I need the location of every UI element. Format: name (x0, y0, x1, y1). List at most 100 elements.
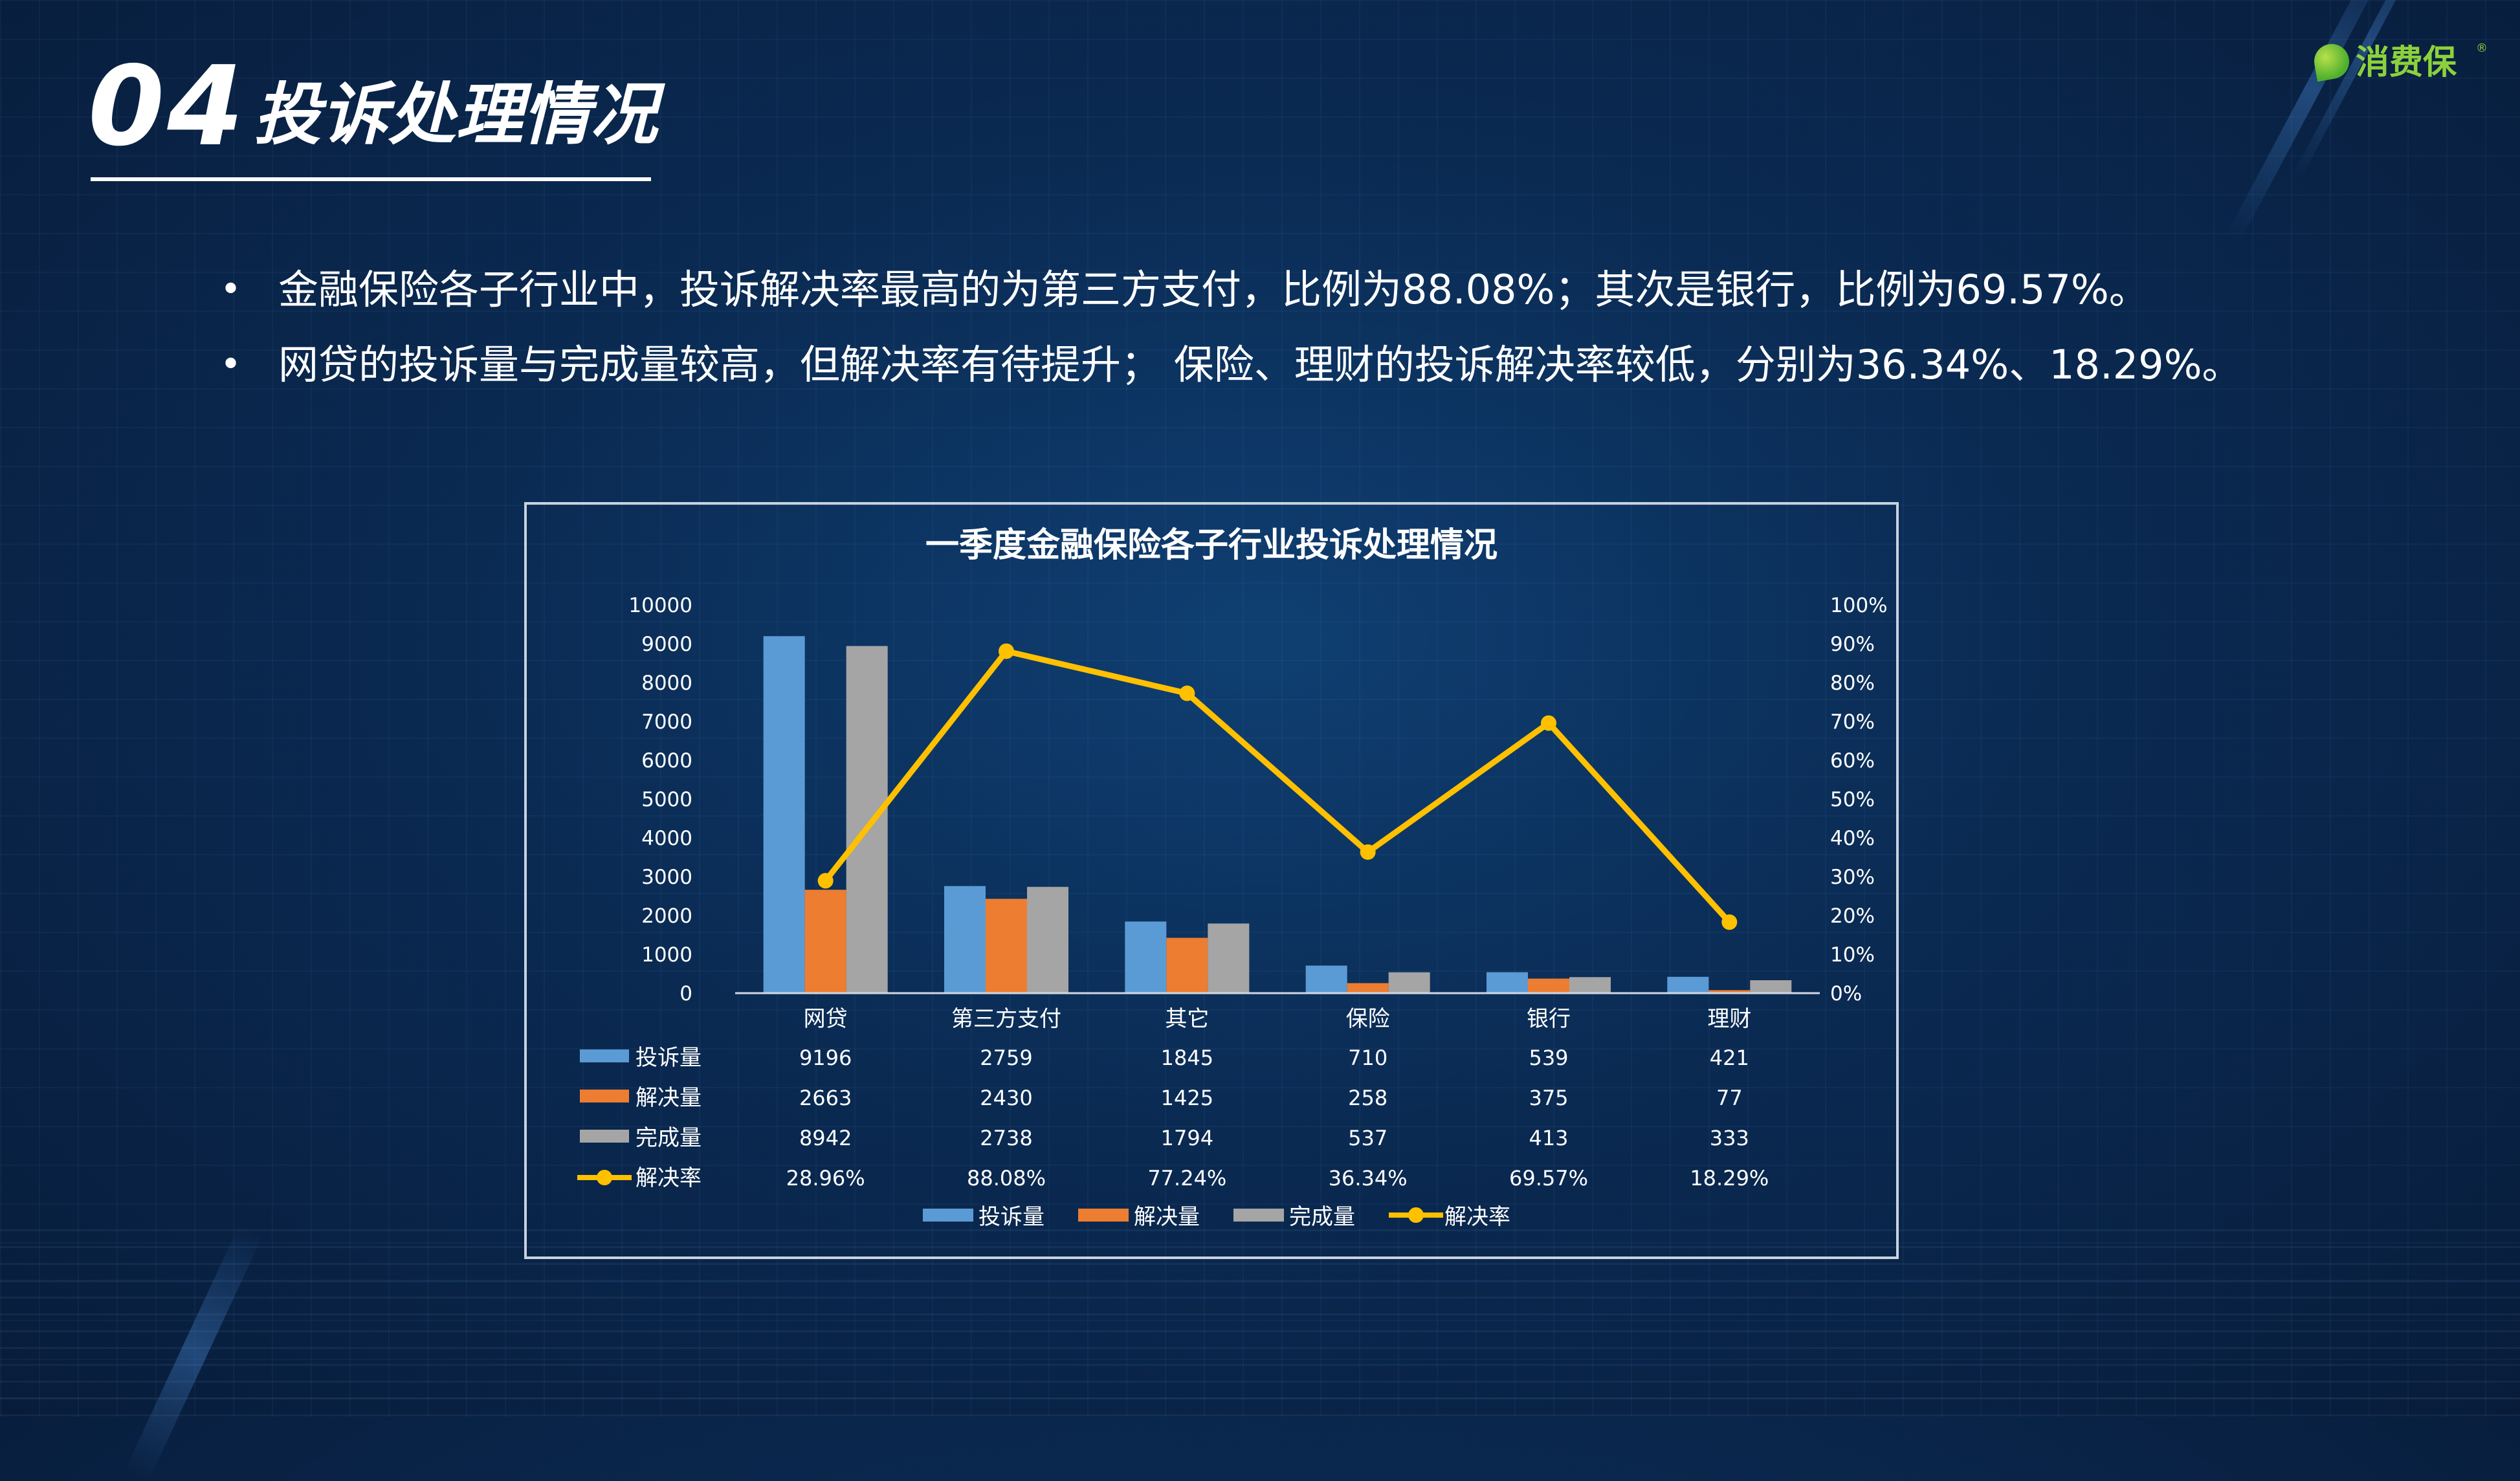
bar-完成量 (846, 646, 888, 993)
bar-投诉量 (1487, 972, 1528, 993)
background-grid (0, 0, 2520, 1417)
bar-完成量 (1208, 923, 1250, 993)
table-cell: 710 (1348, 1046, 1387, 1070)
legend-key (923, 1209, 973, 1222)
x-tick-label: 其它 (1165, 1006, 1209, 1032)
bar-解决量 (1528, 978, 1569, 993)
combo-chart: 一季度金融保险各子行业投诉处理情况 0 1000 2000 3000 4000 5000 60… (577, 526, 1888, 1230)
table-cell: 28.96% (786, 1166, 865, 1190)
table-row-label: 投诉量 (636, 1045, 702, 1071)
y-left-tick-label: 2000 (641, 905, 692, 928)
table-cell: 333 (1710, 1126, 1749, 1150)
legend-key (1233, 1209, 1284, 1222)
x-tick-label: 理财 (1707, 1006, 1751, 1032)
y-left-tick-label: 9000 (641, 633, 692, 656)
bar-完成量 (1388, 972, 1430, 993)
legend-label: 完成量 (1289, 1204, 1355, 1230)
bar-投诉量 (1125, 921, 1167, 993)
y-left-tick-label: 6000 (641, 749, 692, 773)
y-left-tick-label: 4000 (641, 827, 692, 850)
point-解决率 (1360, 844, 1376, 860)
table-legend-key (580, 1090, 629, 1103)
table-cell: 36.34% (1329, 1166, 1408, 1190)
bar-完成量 (1569, 977, 1611, 993)
point-解决率 (817, 873, 834, 889)
bar-解决量 (1708, 990, 1751, 993)
table-legend-key (580, 1130, 629, 1143)
y-right-tick-label: 20% (1830, 905, 1875, 928)
bar-解决量 (986, 899, 1027, 993)
line-解决率 (823, 648, 1732, 925)
chart-frame: 一季度金融保险各子行业投诉处理情况 0 1000 2000 3000 4000 5000 60… (524, 502, 1899, 1259)
y-right-tick-label: 50% (1830, 788, 1875, 811)
table-cell: 1794 (1161, 1126, 1213, 1150)
y-right-tick-label: 80% (1830, 672, 1875, 695)
x-tick-label: 保险 (1346, 1006, 1390, 1032)
point-解决率 (999, 643, 1014, 659)
table-row-label: 解决率 (636, 1165, 702, 1191)
chart-title: 一季度金融保险各子行业投诉处理情况 (925, 526, 1498, 565)
y-left-tick-label: 5000 (641, 788, 692, 811)
legend-label: 解决率 (1444, 1204, 1510, 1230)
bar-投诉量 (944, 886, 986, 993)
bullet-list: • 金融保险各子行业中，投诉解决率最高的为第三方支付，比例为88.08%；其次是… (214, 252, 2414, 402)
table-cell: 77 (1716, 1086, 1743, 1110)
table-cell: 18.29% (1690, 1166, 1769, 1190)
table-cell: 421 (1710, 1046, 1749, 1070)
point-解决率 (1179, 685, 1195, 701)
bullet-text: 网贷的投诉量与完成量较高，但解决率有待提升； 保险、理财的投诉解决率较低，分别为… (278, 341, 2242, 388)
section-number: 04 (88, 43, 247, 171)
table-cell: 69.57% (1509, 1166, 1588, 1190)
y-right-tick-label: 40% (1830, 827, 1875, 850)
x-tick-label: 网贷 (804, 1006, 848, 1032)
bullet-item: • 网贷的投诉量与完成量较高，但解决率有待提升； 保险、理财的投诉解决率较低，分… (214, 327, 2414, 402)
point-解决率 (1541, 715, 1556, 731)
table-row-label: 解决量 (636, 1085, 702, 1111)
table-cell: 2738 (980, 1126, 1032, 1150)
y-left-tick-label: 1000 (641, 943, 692, 967)
y-right-tick-label: 70% (1830, 710, 1875, 734)
bullet-dot: • (220, 344, 242, 386)
bullet-item: • 金融保险各子行业中，投诉解决率最高的为第三方支付，比例为88.08%；其次是… (214, 252, 2414, 327)
table-cell: 1425 (1161, 1086, 1213, 1110)
table-cell: 8942 (799, 1126, 852, 1150)
x-tick-label: 银行 (1527, 1006, 1571, 1032)
table-cell: 2663 (799, 1086, 852, 1110)
y-right-tick-label: 60% (1830, 749, 1875, 773)
table-cell: 537 (1348, 1126, 1387, 1150)
table-cell: 539 (1529, 1046, 1568, 1070)
background-lines (0, 1229, 2520, 1417)
bar-完成量 (1027, 886, 1068, 993)
bar-投诉量 (1305, 965, 1347, 993)
table-cell: 1845 (1161, 1046, 1213, 1070)
bullet-dot: • (220, 269, 242, 311)
table-cell: 258 (1348, 1086, 1387, 1110)
legend-label: 投诉量 (978, 1204, 1044, 1230)
registered-mark: ® (2476, 41, 2488, 55)
y-right-tick-label: 0% (1830, 982, 1862, 1005)
y-left-tick-label: 10000 (628, 594, 692, 617)
legend-label: 解决量 (1134, 1204, 1200, 1230)
bar-解决量 (1347, 983, 1389, 993)
brand-logo: 消费保 ® (2311, 40, 2488, 85)
table-cell: 413 (1529, 1126, 1568, 1150)
legend-key (1078, 1209, 1129, 1222)
section-title: 投诉处理情况 (254, 75, 658, 154)
bullet-text: 金融保险各子行业中，投诉解决率最高的为第三方支付，比例为88.08%；其次是银行… (278, 266, 2149, 313)
y-left-tick-label: 3000 (641, 866, 692, 889)
logo-text: 消费保 (2356, 43, 2457, 82)
table-cell: 2430 (980, 1086, 1032, 1110)
bar-投诉量 (763, 636, 805, 993)
legend-key (1408, 1207, 1424, 1223)
title-underline (91, 177, 651, 181)
table-legend-key (580, 1049, 629, 1062)
y-left-tick-label: 8000 (641, 672, 692, 695)
table-row-label: 完成量 (636, 1125, 702, 1151)
table-legend-key (597, 1170, 612, 1185)
point-解决率 (1721, 914, 1738, 930)
bar-解决量 (804, 890, 846, 993)
bar-投诉量 (1667, 976, 1709, 993)
bar-完成量 (1750, 980, 1792, 993)
y-right-tick-label: 30% (1830, 866, 1875, 889)
y-left-tick-label: 0 (680, 982, 692, 1005)
